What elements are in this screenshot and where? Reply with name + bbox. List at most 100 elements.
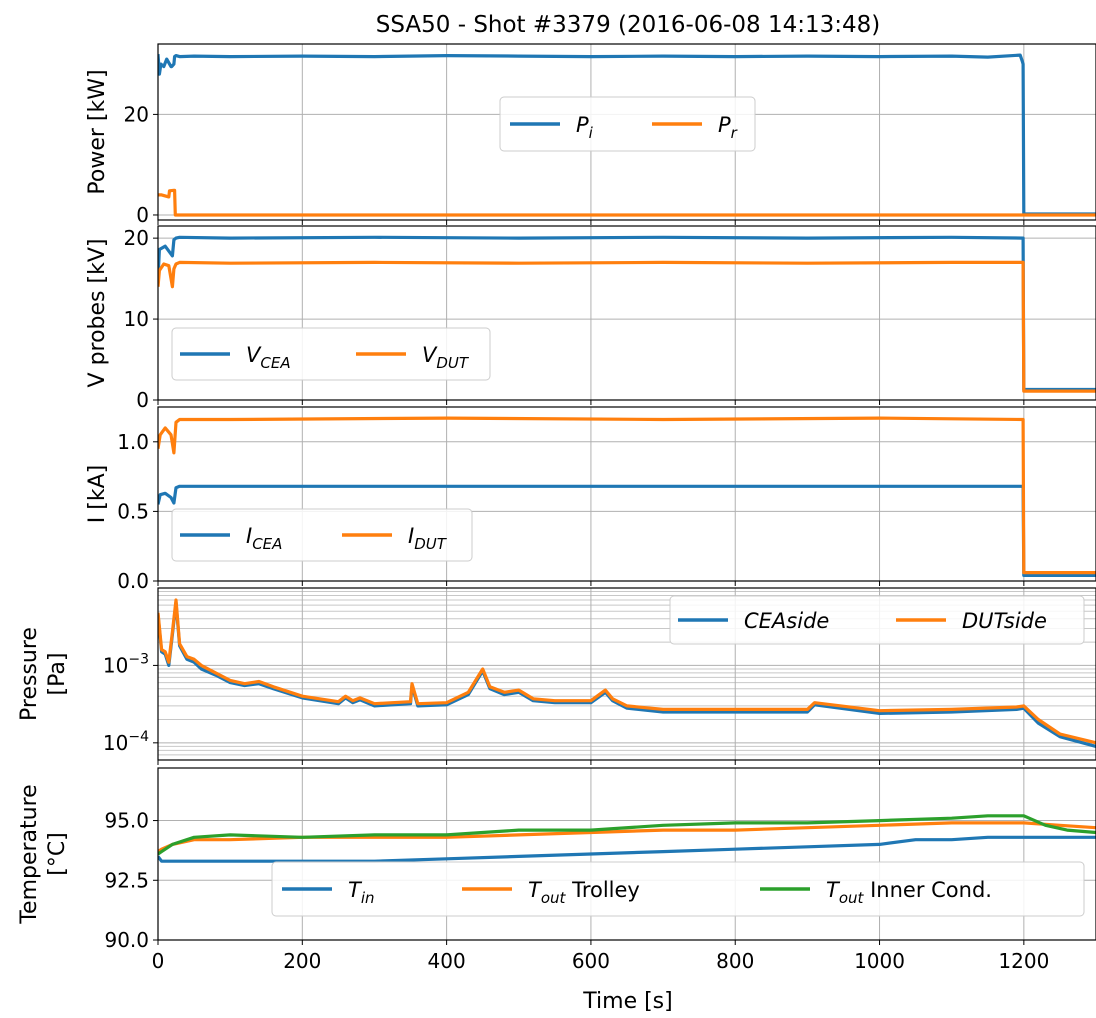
x-tick-label: 200 [283, 949, 321, 973]
legend-label: Tout Inner Cond. [826, 878, 992, 907]
legend-label-main: T [528, 878, 543, 902]
legend-box [271, 861, 1085, 917]
series-line-Tin [158, 835, 1096, 863]
series-line-VDUT [158, 260, 1096, 393]
legend-label-main: V [246, 343, 262, 367]
y-axis-title-line: Pressure [17, 627, 42, 721]
y-axis-title-line: [°C] [45, 832, 70, 876]
y-axis-title: Pressure [Pa] [17, 627, 70, 721]
panel-frame [157, 767, 1096, 941]
y-tick-label: 90.0 [104, 928, 149, 952]
y-tick-label: 0.5 [117, 499, 149, 523]
y-axis-title: V probes [kV] [85, 239, 110, 388]
legend-label-sub: out [541, 889, 567, 907]
y-tick-exponent: −3 [128, 651, 149, 667]
y-tick-label: 0 [136, 203, 149, 227]
panel-3: 0.00.51.0I [kA]ICEA IDUT [85, 406, 1096, 593]
legend-label: Pr [718, 113, 738, 142]
y-tick-label: 92.5 [104, 868, 149, 892]
series-line-DUTside [158, 598, 1096, 745]
legend-label-main: T [826, 878, 841, 902]
y-axis-title: Temperature [°C] [17, 784, 70, 924]
panel-frame [157, 406, 1096, 582]
legend-label: Pi [576, 113, 594, 142]
legend-label-main: I [246, 524, 252, 548]
y-tick-label: 20 [124, 102, 149, 126]
legend-box [171, 508, 473, 562]
series-line-Tout Trolley [158, 821, 1096, 853]
y-axis-title: I [kA] [85, 465, 110, 523]
legend: Pi Pr [499, 96, 756, 152]
figure-title: SSA50 - Shot #3379 (2016-06-08 14:13:48) [376, 12, 880, 38]
legend-label-sub: in [361, 889, 375, 907]
legend-label: VCEA [246, 343, 291, 372]
legend-label-main: I [408, 524, 414, 548]
legend-label-sub: CEA [260, 354, 290, 372]
y-axis-title-line: Temperature [17, 784, 42, 924]
panel-frame [157, 225, 1096, 401]
legend-label-extra: Trolley [565, 878, 639, 902]
legend-label-main: V [422, 343, 438, 367]
x-tick-label: 1000 [854, 949, 905, 973]
series-group [158, 598, 1096, 748]
legend: ICEA IDUT [171, 508, 473, 562]
series-line-ICEA [158, 484, 1096, 578]
x-tick-label: 600 [572, 949, 610, 973]
y-axis-title: Power [kW] [85, 69, 110, 194]
series-line-CEAside [158, 600, 1096, 748]
legend: VCEA VDUT [171, 327, 491, 381]
legend-label-sub: i [589, 124, 594, 142]
y-tick-label: 10 [124, 307, 149, 331]
legend-box [171, 327, 491, 381]
legend-label: Tout Trolley [528, 878, 640, 907]
series-line-Pi [158, 53, 1096, 216]
x-tick-label: 400 [428, 949, 466, 973]
legend-label-sub: r [731, 124, 738, 142]
series-line-VCEA [158, 235, 1096, 392]
y-tick-label: 95.0 [104, 809, 149, 833]
legend-label-extra: Inner Cond. [863, 878, 992, 902]
series-line-Pr [158, 188, 1096, 217]
legend-label: Tin [348, 878, 375, 907]
legend-label-main: T [348, 878, 363, 902]
x-tick-label: 800 [716, 949, 754, 973]
y-tick-label: 10−4 [103, 729, 149, 755]
legend-label-main: P [718, 113, 731, 137]
series-group [158, 416, 1096, 578]
series-group [158, 53, 1096, 217]
panel-frame [157, 43, 1096, 221]
x-axis-title: Time [s] [582, 989, 672, 1014]
y-tick-label: 0 [136, 388, 149, 412]
series-group [158, 814, 1096, 863]
x-tick-label: 1200 [998, 949, 1049, 973]
legend-label-sub: DUT [414, 535, 448, 553]
legend-label-main: P [576, 113, 589, 137]
panel-4: 10−4 10−3 Pressure [Pa] CEAside DUTside [17, 587, 1096, 765]
legend-box [499, 96, 756, 152]
legend-label: ICEA [246, 524, 282, 553]
legend-label-sub: DUT [436, 354, 470, 372]
legend-label: IDUT [408, 524, 448, 553]
y-tick-label: 20 [124, 226, 149, 250]
legend: CEAside DUTside [669, 595, 1085, 645]
legend-label: CEAside [744, 609, 829, 633]
series-line-Tout Inner Cond. [158, 814, 1096, 856]
legend-label-sub: CEA [252, 535, 282, 553]
y-tick-label: 1.0 [117, 430, 149, 454]
y-tick-label: 10−3 [103, 651, 149, 677]
legend-box [669, 595, 1085, 645]
legend-label: DUTside [962, 609, 1047, 633]
y-tick-label: 0.0 [117, 569, 149, 593]
legend: Tin Tout Trolley Tout Inner Cond. [271, 861, 1085, 917]
x-tick-label: 0 [152, 949, 165, 973]
series-group [158, 235, 1096, 393]
panel-5: 90.0 92.5 95.0 Temperature [°C] 0 200 400 600 800… [17, 767, 1096, 1014]
panel-frame [157, 587, 1096, 761]
y-tick-exponent: −4 [128, 729, 149, 745]
legend-label-sub: out [839, 889, 865, 907]
series-line-IDUT [158, 416, 1096, 575]
